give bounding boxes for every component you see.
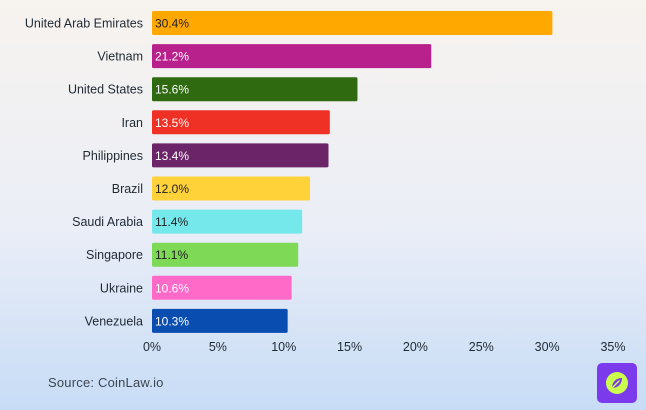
bar-value-label: 15.6% (155, 83, 189, 97)
category-label: Ukraine (100, 281, 143, 295)
bar (152, 44, 432, 69)
bar-value-label: 13.5% (155, 116, 189, 130)
category-label: Venezuela (85, 314, 143, 328)
x-tick-label: 5% (209, 340, 227, 354)
category-label: Singapore (86, 248, 143, 262)
bar-value-label: 13.4% (155, 149, 189, 163)
category-label: United States (68, 83, 143, 97)
x-tick-label: 30% (535, 340, 560, 354)
category-label: Brazil (112, 182, 143, 196)
bar (152, 242, 299, 267)
bar (152, 275, 292, 300)
x-tick-label: 35% (600, 340, 625, 354)
coinlaw-logo (597, 363, 637, 403)
bar (152, 110, 330, 135)
category-label: Iran (121, 116, 143, 130)
bar (152, 77, 358, 102)
x-tick-label: 0% (143, 340, 161, 354)
bar (152, 176, 311, 201)
x-tick-label: 25% (469, 340, 494, 354)
category-label: Philippines (83, 149, 143, 163)
bar (152, 308, 288, 333)
category-label: Saudi Arabia (72, 215, 143, 229)
source-note: Source: CoinLaw.io (48, 375, 164, 390)
x-tick-label: 15% (337, 340, 362, 354)
bar-value-label: 30.4% (155, 17, 189, 31)
category-label: United Arab Emirates (25, 17, 143, 31)
bar-value-label: 11.4% (155, 215, 188, 229)
bar-value-label: 10.6% (155, 281, 189, 295)
bar (152, 209, 303, 234)
category-label: Vietnam (97, 50, 143, 64)
bar-value-label: 21.2% (155, 50, 189, 64)
x-tick-label: 20% (403, 340, 428, 354)
x-tick-label: 10% (271, 340, 296, 354)
bar-value-label: 10.3% (155, 314, 189, 328)
bar (152, 143, 329, 168)
bar-value-label: 12.0% (155, 182, 189, 196)
leaf-icon (606, 372, 628, 394)
bar-value-label: 11.1% (155, 248, 188, 262)
bar (152, 11, 553, 35)
